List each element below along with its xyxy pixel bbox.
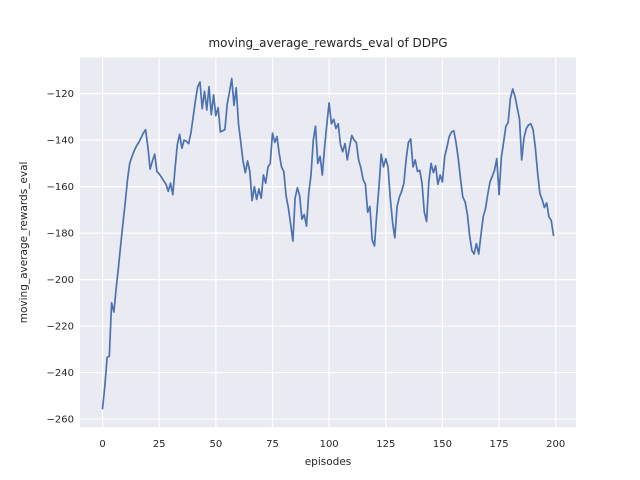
x-tick-label: 0 [99,439,105,450]
y-tick-label: −220 [47,322,74,333]
x-tick-label: 125 [376,439,395,450]
y-tick-label: −160 [47,182,74,193]
x-tick-label: 25 [153,439,166,450]
x-tick-label: 150 [433,439,452,450]
y-tick-label: −240 [47,368,74,379]
y-tick-label: −260 [47,415,74,426]
y-axis-label: moving_average_rewards_eval [18,162,30,324]
y-tick-label: −200 [47,275,74,286]
chart-title: moving_average_rewards_eval of DDPG [208,36,447,50]
x-axis-tick-labels: 0 25 50 75 100 125 150 175 200 [99,439,565,450]
x-tick-label: 100 [320,439,339,450]
y-tick-label: −140 [47,136,74,147]
reward-series-line [101,77,555,410]
x-axis-label: episodes [305,456,352,468]
x-tick-label: 50 [209,439,222,450]
y-axis-tick-labels: −120 −140 −160 −180 −200 −220 −240 −260 [47,89,74,425]
y-tick-label: −120 [47,89,74,100]
x-tick-label: 75 [266,439,279,450]
grid-lines [80,57,576,428]
x-tick-label: 200 [546,439,565,450]
y-tick-label: −180 [47,229,74,240]
x-tick-label: 175 [490,439,509,450]
